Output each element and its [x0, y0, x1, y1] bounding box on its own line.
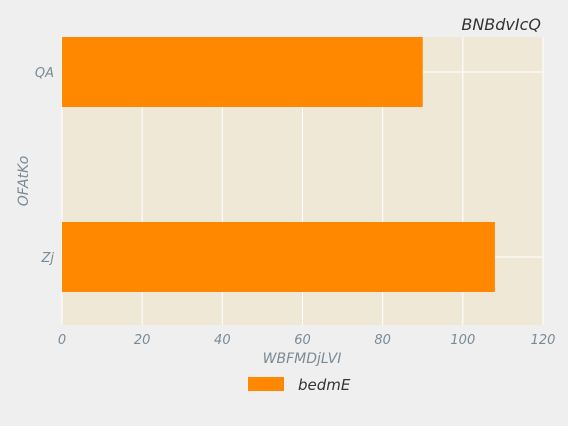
x-tick-label: 40: [214, 333, 231, 348]
y-axis-label: OFAtKo: [16, 156, 32, 207]
legend-swatch: [248, 377, 284, 391]
bar-layer: [62, 37, 495, 292]
x-axis-label: WBFMDjLVI: [263, 351, 342, 367]
x-tick-label: 120: [531, 333, 556, 348]
y-tick-label: Zj: [40, 251, 54, 266]
x-tick-label: 60: [294, 333, 311, 348]
bar-Zj: [62, 222, 495, 292]
bar-QA: [62, 37, 423, 107]
x-tick-label: 100: [450, 333, 475, 348]
chart-title: BNBdvIcQ: [461, 15, 541, 34]
legend-label: bedmE: [298, 376, 351, 394]
x-tick-label: 0: [58, 333, 66, 348]
legend: bedmE: [248, 376, 351, 394]
tick-layer: 0 20 40 60 80 100 120 QA Zj: [35, 66, 556, 348]
x-tick-label: 80: [374, 333, 391, 348]
y-tick-label: QA: [35, 66, 54, 81]
x-tick-label: 20: [134, 333, 151, 348]
